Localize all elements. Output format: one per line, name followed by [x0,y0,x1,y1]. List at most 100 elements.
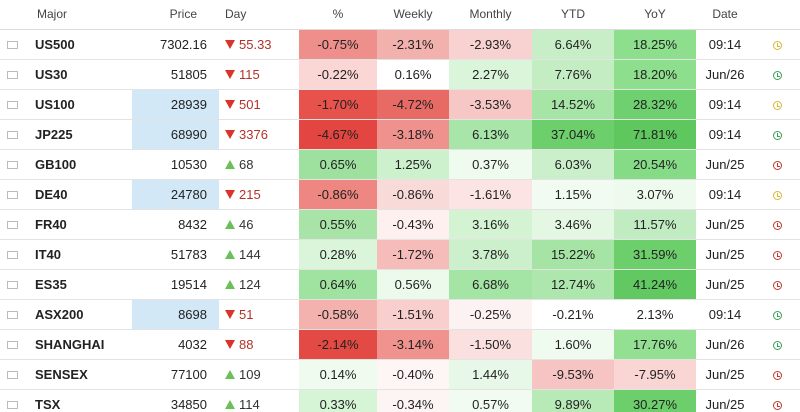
arrow-up-icon [225,220,235,230]
weekly-cell: -2.31% [377,29,449,60]
date-cell: Jun/25 [696,269,754,300]
day-change-cell: 124 [219,269,299,300]
yoy-cell: 71.81% [614,119,696,150]
header-price[interactable]: Price [132,0,219,30]
weekly-cell: -0.86% [377,179,449,210]
symbol-name[interactable]: GB100 [35,156,77,172]
weekly-cell: 0.16% [377,59,449,90]
de-flag-icon [7,191,18,200]
symbol-cell[interactable]: ASX200 [27,299,132,330]
symbol-cell[interactable]: GB100 [27,149,132,180]
status-cell [754,209,800,240]
table-row[interactable]: JP225 68990 3376 -4.67% -3.18% 6.13% 37.04% 71.… [0,119,800,150]
flag-cell [0,29,27,60]
date-cell: Jun/26 [696,329,754,360]
symbol-name[interactable]: DE40 [35,186,68,202]
table-row[interactable]: TSX 34850 114 0.33% -0.34% 0.57% 9.89% 30.27% Ju… [0,389,800,412]
header-row: Major Price Day % Weekly Monthly YTD YoY… [0,0,800,30]
yoy-cell: 28.32% [614,89,696,120]
symbol-cell[interactable]: DE40 [27,179,132,210]
symbol-cell[interactable]: US500 [27,29,132,60]
day-change-cell: 501 [219,89,299,120]
weekly-cell: -4.72% [377,89,449,120]
date-cell: Jun/25 [696,239,754,270]
monthly-cell: 0.37% [449,149,532,180]
symbol-cell[interactable]: SENSEX [27,359,132,390]
header-monthly[interactable]: Monthly [449,0,532,30]
flag-cell [0,329,27,360]
monthly-cell: -3.53% [449,89,532,120]
symbol-name[interactable]: SENSEX [35,366,88,382]
price-cell: 24780 [132,179,219,210]
date-cell: Jun/26 [696,59,754,90]
price-cell: 8698 [132,299,219,330]
day-change-cell: 51 [219,299,299,330]
table-row[interactable]: FR40 8432 46 0.55% -0.43% 3.16% 3.46% 11.57% Jun… [0,209,800,240]
header-day[interactable]: Day [219,0,299,30]
symbol-name[interactable]: SHANGHAI [35,336,105,352]
symbol-name[interactable]: ES35 [35,276,67,292]
table-row[interactable]: IT40 51783 144 0.28% -1.72% 3.78% 15.22% 31.59%… [0,239,800,270]
fr-flag-icon [7,221,18,230]
status-cell [754,269,800,300]
status-cell [754,299,800,330]
ca-flag-icon [7,401,18,410]
pct-cell: -0.58% [299,299,377,330]
symbol-cell[interactable]: JP225 [27,119,132,150]
table-row[interactable]: US30 51805 115 -0.22% 0.16% 2.27% 7.76% 18.20% J… [0,59,800,90]
clock-icon [772,130,782,140]
cn-flag-icon [7,341,18,350]
yoy-cell: 17.76% [614,329,696,360]
flag-cell [0,149,27,180]
symbol-name[interactable]: TSX [35,396,61,412]
jp-flag-icon [7,131,18,140]
symbol-name[interactable]: IT40 [35,246,62,262]
symbol-cell[interactable]: TSX [27,389,132,412]
header-date[interactable]: Date [696,0,754,30]
header-yoy[interactable]: YoY [614,0,696,30]
table-row[interactable]: US100 28939 501 -1.70% -4.72% -3.53% 14.52% 28.… [0,89,800,120]
yoy-cell: 20.54% [614,149,696,180]
symbol-cell[interactable]: ES35 [27,269,132,300]
table-row[interactable]: ASX200 8698 51 -0.58% -1.51% -0.25% -0.21% 2.13… [0,299,800,330]
symbol-name[interactable]: US500 [35,36,75,52]
price-cell: 51783 [132,239,219,270]
symbol-cell[interactable]: US30 [27,59,132,90]
table-row[interactable]: US500 7302.16 55.33 -0.75% -2.31% -2.93% 6.64%… [0,29,800,60]
in-flag-icon [7,371,18,380]
symbol-cell[interactable]: FR40 [27,209,132,240]
price-cell: 51805 [132,59,219,90]
day-change-value: 68 [239,157,254,173]
header-weekly[interactable]: Weekly [377,0,449,30]
arrow-up-icon [225,160,235,170]
clock-icon [772,340,782,350]
symbol-cell[interactable]: SHANGHAI [27,329,132,360]
pct-cell: 0.28% [299,239,377,270]
symbol-name[interactable]: ASX200 [35,306,84,322]
symbol-name[interactable]: US30 [35,66,68,82]
yoy-cell: 2.13% [614,299,696,330]
symbol-name[interactable]: US100 [35,96,75,112]
table-row[interactable]: GB100 10530 68 0.65% 1.25% 0.37% 6.03% 20.54% Ju… [0,149,800,180]
us-flag-icon [7,41,18,50]
header-major[interactable]: Major [27,0,132,30]
price-cell: 8432 [132,209,219,240]
status-cell [754,59,800,90]
symbol-name[interactable]: FR40 [35,216,67,232]
table-row[interactable]: DE40 24780 215 -0.86% -0.86% -1.61% 1.15% 3.07%… [0,179,800,210]
status-cell [754,239,800,270]
symbol-name[interactable]: JP225 [35,126,73,142]
table-row[interactable]: ES35 19514 124 0.64% 0.56% 6.68% 12.74% 41.24% J… [0,269,800,300]
header-ytd[interactable]: YTD [532,0,614,30]
monthly-cell: 6.13% [449,119,532,150]
monthly-cell: -1.50% [449,329,532,360]
day-change-value: 3376 [239,127,268,143]
table-row[interactable]: SHANGHAI 4032 88 -2.14% -3.14% -1.50% 1.60% 17.… [0,329,800,360]
pct-cell: -0.86% [299,179,377,210]
monthly-cell: 1.44% [449,359,532,390]
table-row[interactable]: SENSEX 77100 109 0.14% -0.40% 1.44% -9.53% -7.9… [0,359,800,390]
symbol-cell[interactable]: IT40 [27,239,132,270]
symbol-cell[interactable]: US100 [27,89,132,120]
header-pct[interactable]: % [299,0,377,30]
